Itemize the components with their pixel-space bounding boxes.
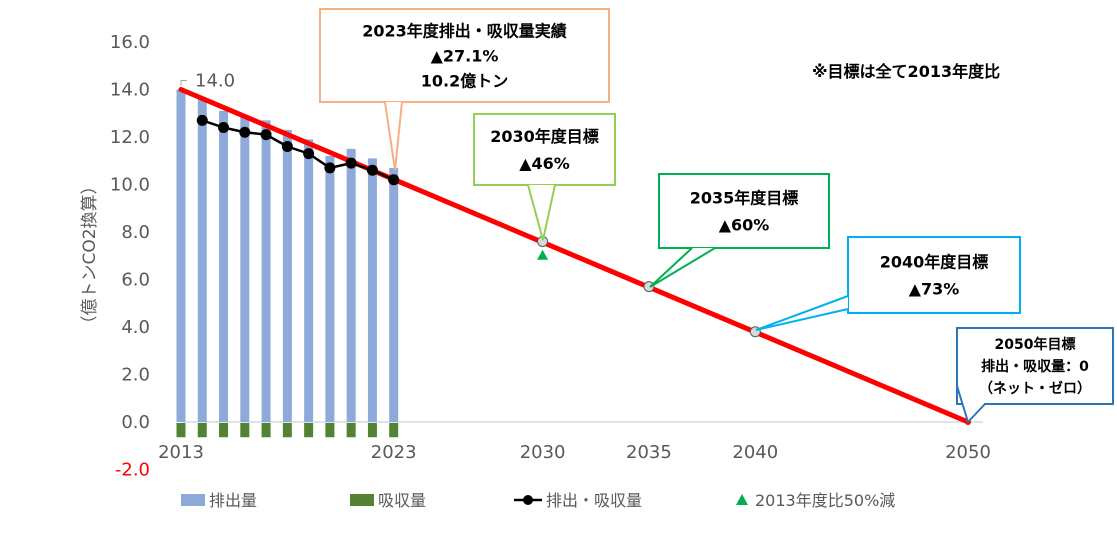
- x-tick-label: 2035: [626, 442, 672, 463]
- callout-text: 2040年度目標: [880, 252, 989, 271]
- net-emission-point: [303, 148, 315, 160]
- absorption-bar: [304, 423, 314, 438]
- legend-label: 排出量: [209, 491, 257, 510]
- absorption-bar: [325, 423, 335, 438]
- callout-text: ▲60%: [719, 215, 770, 234]
- net-emission-point: [366, 164, 378, 176]
- emission-bar: [367, 158, 377, 422]
- callout-frame: [956, 327, 1114, 405]
- absorption-bar: [389, 423, 399, 438]
- y-axis-label: （億トンCO2換算）: [80, 177, 100, 332]
- callout-frame: [319, 8, 610, 103]
- absorption-bar: [240, 423, 250, 438]
- callout-box: 2040年度目標 ▲73%: [755, 236, 1021, 331]
- callout-text: （ネット・ゼロ）: [979, 380, 1091, 397]
- emission-bar: [346, 148, 356, 422]
- emission-bar: [325, 156, 335, 422]
- callout-frame: [658, 173, 830, 249]
- legend-swatch: [350, 494, 374, 506]
- y-tick-label: 4.0: [121, 317, 150, 338]
- x-tick-label: 2013: [158, 442, 204, 463]
- net-emission-point: [324, 162, 336, 174]
- absorption-bar: [367, 423, 377, 438]
- callout-text: ▲73%: [909, 279, 960, 298]
- y-tick-label: 10.0: [110, 175, 150, 196]
- callout-text: ▲46%: [519, 154, 570, 173]
- y-tick-label: 8.0: [121, 222, 150, 243]
- callout-text: ▲27.1%: [431, 46, 499, 65]
- absorption-bar: [197, 423, 207, 438]
- net-emission-point: [281, 141, 293, 152]
- emission-bar: [304, 139, 314, 422]
- callout-frame: [473, 113, 616, 186]
- x-tick-label: 2050: [945, 442, 991, 463]
- absorption-bar: [219, 423, 229, 438]
- y-tick-label: 16.0: [110, 32, 150, 53]
- absorption-bar: [282, 423, 292, 438]
- net-emission-point: [345, 157, 357, 169]
- y-tick-label: 12.0: [110, 127, 150, 148]
- callout-text: 10.2億トン: [421, 71, 508, 90]
- legend-label: 2013年度比50%減: [755, 491, 895, 510]
- emission-bar: [389, 167, 399, 422]
- callout-pointer: [527, 184, 556, 241]
- net-emission-point: [260, 129, 272, 141]
- bars: [176, 89, 399, 438]
- emission-bar: [282, 129, 292, 422]
- target-marker: [643, 281, 655, 293]
- start-value-label: 14.0: [195, 71, 235, 92]
- net-emission-line: [201, 119, 395, 181]
- callout-text: 排出・吸収量：0: [981, 358, 1089, 375]
- net-emission-point: [388, 174, 400, 186]
- net-emission-point: [218, 122, 230, 133]
- emission-bar: [240, 115, 250, 422]
- absorption-bar: [261, 423, 271, 438]
- x-tick-label: 2030: [520, 442, 566, 463]
- net-emission-point: [196, 114, 208, 126]
- callout-box: 2023年度排出・吸収量実績 ▲27.1% 10.2億トン: [319, 8, 610, 171]
- legend-triangle: [736, 494, 748, 505]
- emission-bar: [176, 89, 186, 422]
- emission-bar: [197, 99, 207, 422]
- legend-label: 排出・吸収量: [546, 491, 642, 510]
- target-line: 14.0: [178, 71, 971, 425]
- callout-text: 2030年度目標: [490, 127, 599, 146]
- legend: 排出量 吸収量 排出・吸収量 2013年度比50%減: [181, 491, 895, 510]
- x-tick-label: 2040: [732, 442, 778, 463]
- callout-text: 2035年度目標: [690, 188, 799, 207]
- net-line: [196, 114, 400, 186]
- y-tick-label: 0.0: [121, 412, 150, 433]
- callout-frame: [847, 236, 1021, 314]
- callout-box: 2030年度目標 ▲46%: [473, 113, 616, 241]
- x-tick-label: 2023: [371, 442, 417, 463]
- y-tick-label: -2.0: [115, 460, 150, 481]
- fifty-percent-marker: [537, 249, 549, 260]
- callout-pointer: [384, 101, 403, 171]
- emission-bar: [219, 110, 229, 422]
- legend-label: 吸収量: [378, 491, 426, 510]
- net-emission-point: [239, 126, 251, 138]
- absorption-bar: [176, 423, 186, 438]
- callout-text: 2050年目標: [995, 336, 1076, 353]
- start-label-leader: [180, 80, 187, 86]
- callout-box: 2035年度目標 ▲60%: [649, 173, 830, 288]
- y-tick-label: 2.0: [121, 365, 150, 386]
- callouts: 2023年度排出・吸収量実績▲27.1%10.2億トン2030年度目標▲46%2…: [319, 8, 1114, 424]
- y-tick-label: 14.0: [110, 80, 150, 101]
- callout-text: 2023年度排出・吸収量実績: [362, 21, 567, 40]
- callout-pointer: [956, 385, 986, 424]
- emission-bar: [261, 120, 271, 422]
- legend-swatch: [181, 494, 205, 506]
- target-path-line: [178, 87, 971, 425]
- legend-marker: [523, 495, 533, 505]
- y-tick-label: 6.0: [121, 270, 150, 291]
- axes: 16.0 14.0 12.0 10.0 8.0 6.0 4.0 2.0 0.0 -2.0 2013 2…: [110, 32, 991, 481]
- callout-pointer: [649, 247, 716, 288]
- callout-pointer: [755, 295, 849, 331]
- absorption-bar: [346, 423, 356, 438]
- baseline-note: ※目標は全て2013年度比: [812, 62, 1000, 81]
